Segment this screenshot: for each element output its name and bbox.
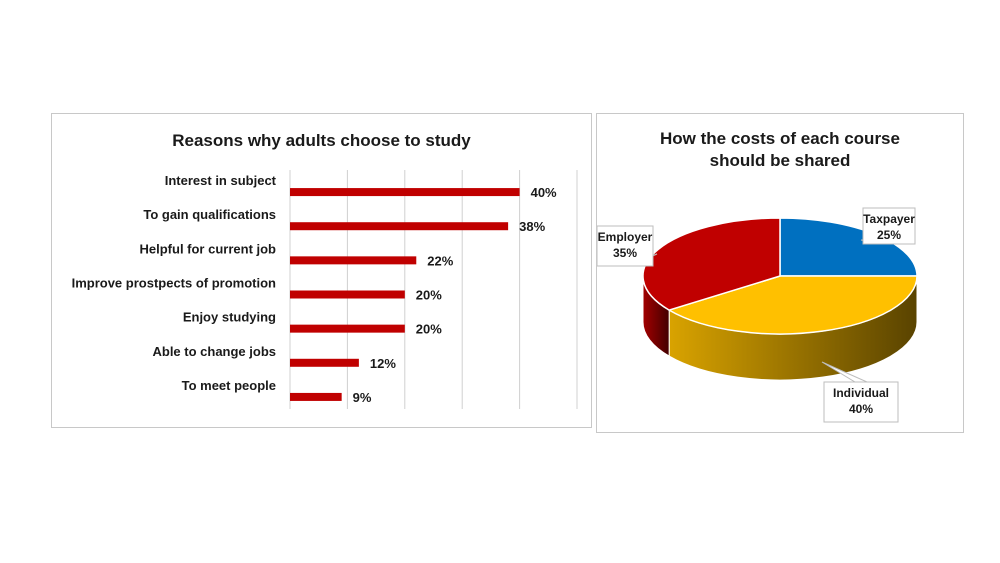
category-label: Able to change jobs: [152, 344, 276, 359]
data-label: 38%: [519, 219, 545, 234]
data-label: 22%: [427, 253, 453, 268]
slice-callout: Employer 35%: [597, 225, 658, 267]
slice-callout: Individual 40%: [821, 361, 899, 423]
category-label: To meet people: [182, 378, 276, 393]
slice-name-label: Taxpayer: [863, 212, 915, 226]
pie-chart-panel: How the costs of each course should be s…: [596, 113, 964, 433]
pie-slice: [667, 275, 918, 335]
slice-callout: Taxpayer 25%: [860, 207, 916, 245]
slice-name-label: Individual: [833, 386, 889, 400]
slice-name-label: Employer: [598, 230, 653, 244]
pie-chart-plot: Taxpayer 25% Individual 40% Employer 35%: [597, 207, 918, 423]
bar: [290, 290, 405, 299]
data-label: 40%: [531, 185, 557, 200]
category-label: To gain qualifications: [143, 207, 276, 222]
category-label: Interest in subject: [165, 173, 277, 188]
bar: [290, 256, 417, 265]
slice-percent-label: 40%: [849, 402, 873, 416]
bar-chart-panel: Reasons why adults choose to study Inter…: [51, 113, 592, 428]
slice-percent-label: 25%: [877, 228, 901, 242]
pie-chart-title: How the costs of each course should be s…: [597, 128, 963, 172]
pie-slice: [642, 217, 781, 311]
bar: [290, 324, 405, 333]
bar: [290, 392, 342, 401]
category-label: Improve prostpects of promotion: [72, 276, 276, 291]
bar: [290, 222, 509, 231]
bar: [290, 358, 359, 367]
pie-chart-title-line-2: should be shared: [709, 151, 851, 170]
data-label: 20%: [416, 288, 442, 303]
bar-chart-title: Reasons why adults choose to study: [172, 131, 471, 150]
bar: [290, 188, 520, 197]
data-label: 9%: [353, 390, 372, 405]
bar-chart-plot: Interest in subject 40% To gain qualificat…: [72, 170, 578, 409]
category-label: Helpful for current job: [140, 241, 277, 256]
slice-percent-label: 35%: [613, 246, 637, 260]
pie-chart-title-line-1: How the costs of each course: [660, 129, 900, 148]
data-label: 12%: [370, 356, 396, 371]
data-label: 20%: [416, 322, 442, 337]
category-label: Enjoy studying: [183, 310, 276, 325]
